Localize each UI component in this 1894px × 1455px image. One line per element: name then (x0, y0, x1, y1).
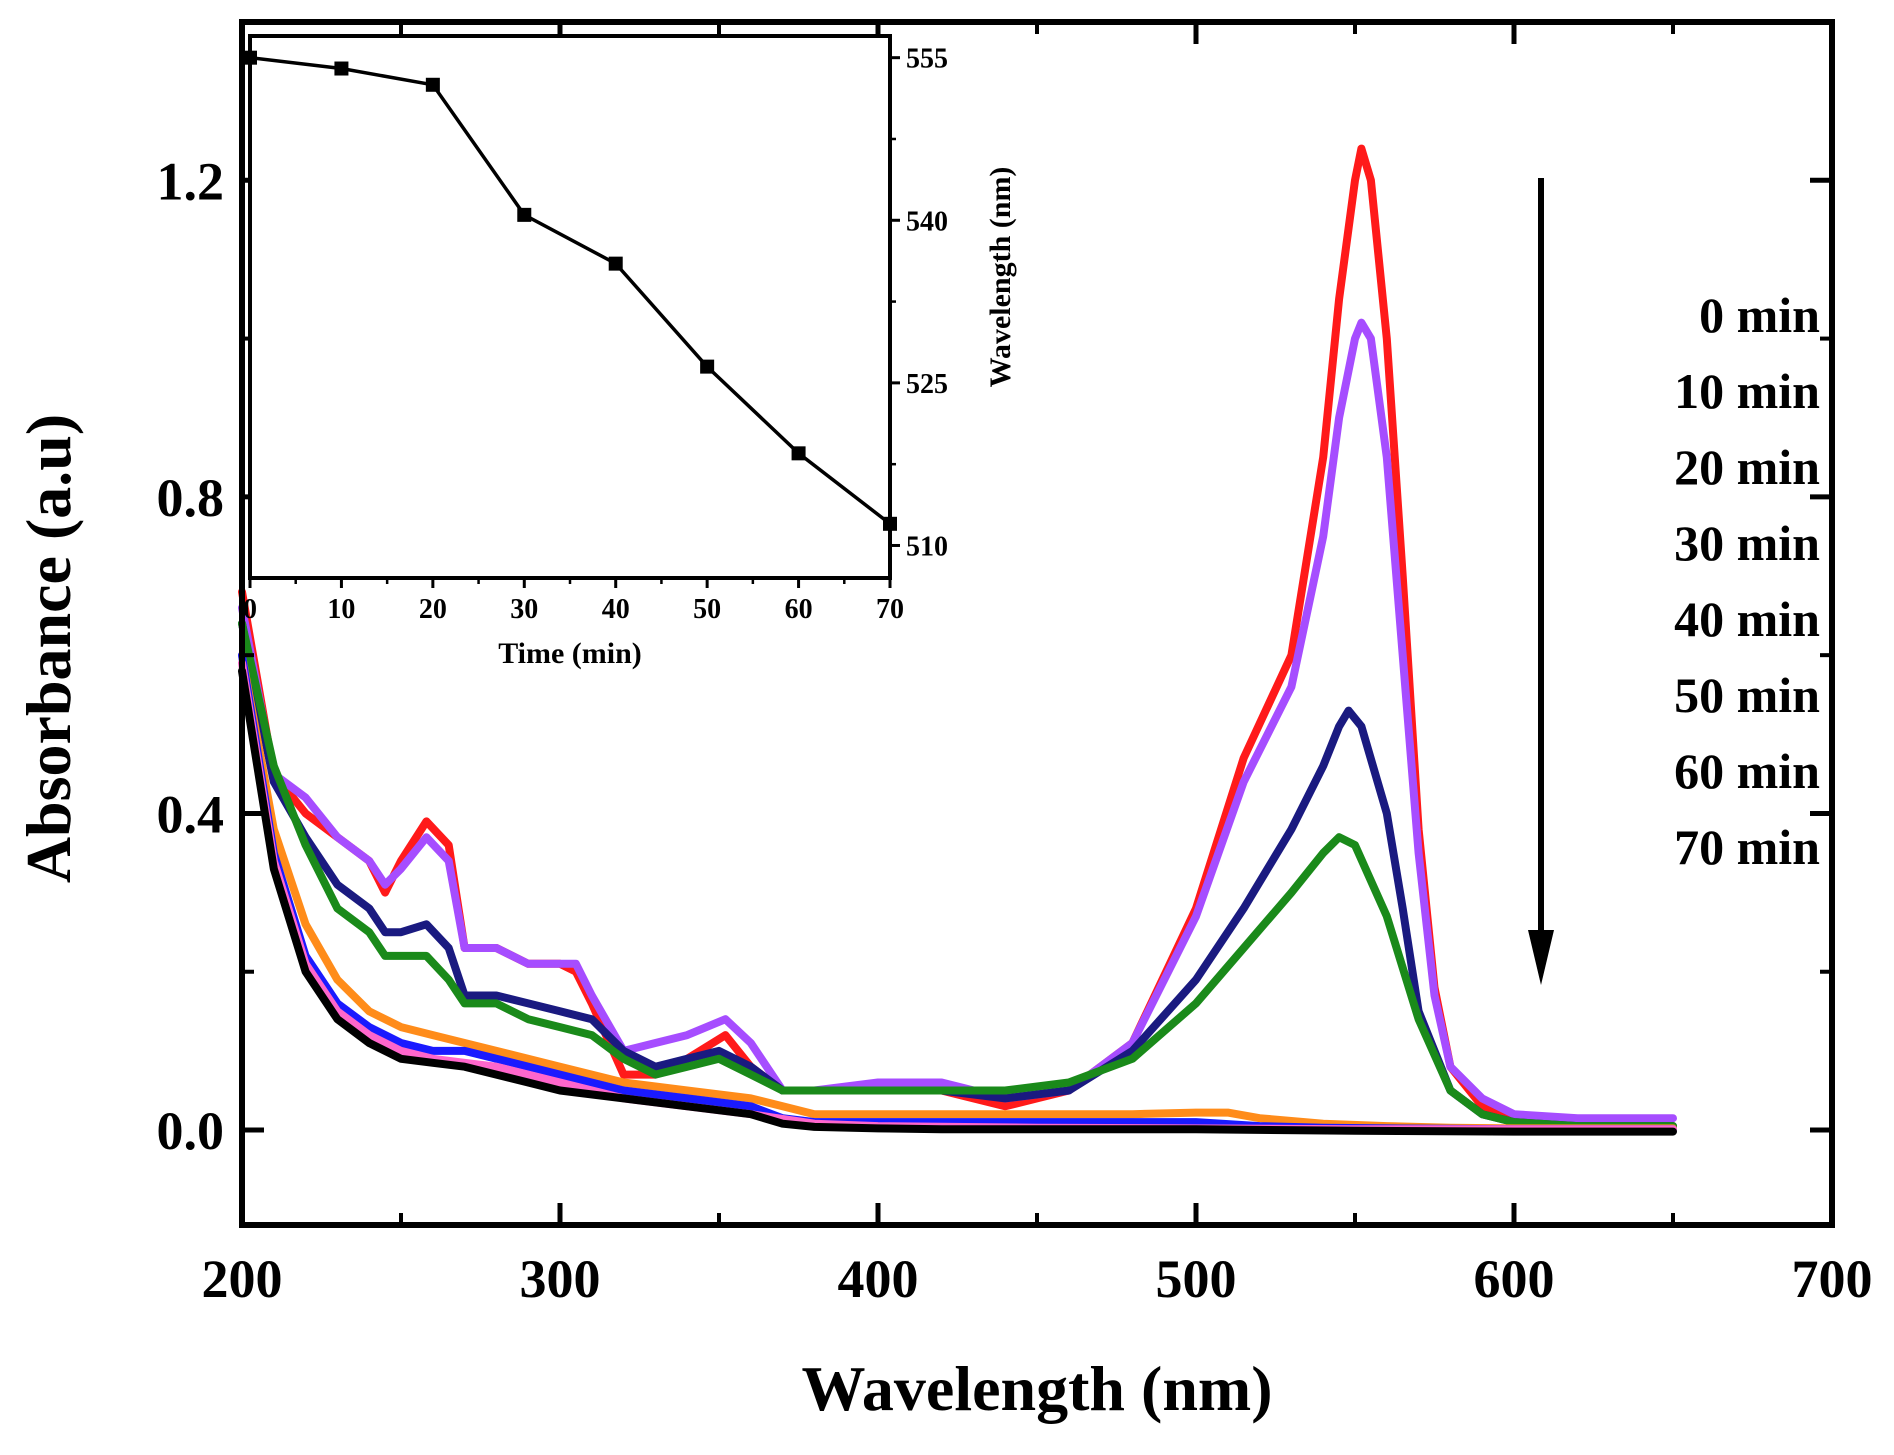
x-tick-label: 700 (1792, 1249, 1873, 1309)
inset-data-point (883, 516, 897, 531)
inset-y-tick-label: 510 (906, 531, 948, 562)
inset-x-tick-label: 0 (243, 594, 257, 625)
inset-series-line (249, 55, 892, 526)
inset-frame (248, 34, 892, 580)
x-axis-title: Wavelength (nm) (801, 1353, 1272, 1424)
main-plot: 200 300 400 500 600 7000.00.40.81.2Wavelength… (13, 19, 1873, 1424)
y-tick-label: 0.4 (157, 784, 225, 844)
inset-x-tick-label: 50 (693, 594, 721, 625)
inset-x-tick-label: 20 (419, 594, 447, 625)
inset-x-tick-label: 10 (327, 594, 355, 625)
inset-x-tick-label: 60 (785, 594, 813, 625)
y-tick-label: 0.0 (157, 1101, 225, 1161)
arrow-head (1528, 930, 1554, 985)
x-tick-label: 500 (1156, 1249, 1237, 1309)
x-tick-label: 400 (838, 1249, 919, 1309)
inset-y-tick-label: 525 (906, 369, 948, 400)
legend: 0 min 10 min 20 min 30 min 40 min 50 min 60 mi… (1674, 287, 1820, 875)
inset-data-point (700, 359, 715, 374)
inset-data-point (243, 50, 257, 65)
time-arrow (1528, 178, 1554, 985)
legend-item-40-min: 40 min (1674, 591, 1820, 647)
series-line-30-min (238, 619, 1677, 1131)
inset-data-point (791, 446, 806, 461)
x-tick-label: 300 (520, 1249, 601, 1309)
inset-x-tick-label: 30 (510, 594, 538, 625)
legend-item-60-min: 60 min (1674, 743, 1820, 799)
legend-item-50-min: 50 min (1674, 667, 1820, 723)
inset-x-tick-label: 40 (602, 594, 630, 625)
inset-data-point (425, 77, 440, 92)
legend-item-30-min: 30 min (1674, 515, 1820, 571)
legend-item-70-min: 70 min (1674, 819, 1820, 875)
x-tick-label: 600 (1474, 1249, 1555, 1309)
inset-data-point (334, 61, 349, 76)
series-line-70-min (238, 667, 1677, 1136)
inset-plot: 0 10 20 30 40 50 60 70 510 525 540 555 Time (min) Wav… (243, 34, 1017, 670)
y-tick-label: 1.2 (157, 151, 225, 211)
inset-x-axis-title: Time (min) (498, 637, 642, 670)
legend-item-10-min: 10 min (1674, 363, 1820, 419)
legend-item-0-min: 0 min (1699, 287, 1820, 343)
legend-item-20-min: 20 min (1674, 439, 1820, 495)
inset-data-point (608, 256, 623, 271)
inset-x-tick-label: 70 (876, 594, 904, 625)
inset-y-tick-label: 555 (906, 44, 948, 75)
y-tick-label: 0.8 (157, 468, 225, 528)
inset-y-tick-label: 540 (906, 206, 948, 237)
inset-y-axis-title: Wavelength (nm) (984, 167, 1017, 388)
y-axis-title: Absorbance (a.u) (13, 414, 84, 883)
x-tick-label: 200 (202, 1249, 283, 1309)
inset-data-point (517, 207, 532, 222)
